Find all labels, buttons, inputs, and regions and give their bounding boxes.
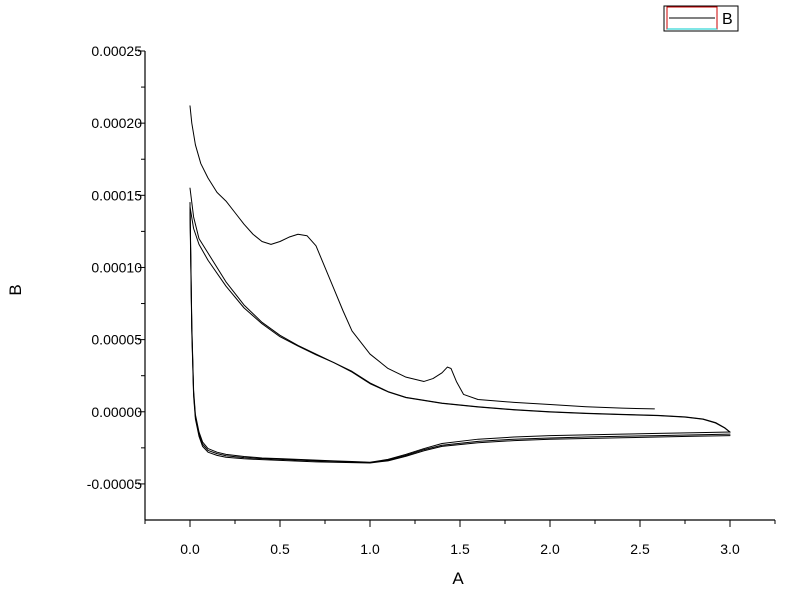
x-tick-label: 3.0: [720, 541, 740, 557]
x-tick-label: 1.0: [360, 541, 380, 557]
y-tick-label: -0.00005: [87, 476, 142, 492]
legend: B: [663, 5, 739, 32]
y-axis-label: B: [6, 284, 25, 295]
plot-area: [189, 105, 731, 464]
y-axis-ticks: -0.00005 0.00000 0.00005 0.00010 0.00015 0.00…: [87, 43, 145, 492]
y-tick-label: 0.00020: [91, 115, 142, 131]
x-tick-label: 1.5: [450, 541, 470, 557]
y-tick-label: 0.00015: [91, 187, 142, 203]
x-axis-ticks: 0.0 0.5 1.0 1.5 2.0 2.5 3.0: [144, 520, 776, 557]
series-line-segment-1: [189, 187, 731, 433]
series-line-segment-4: [189, 206, 731, 464]
x-tick-label: 2.5: [630, 541, 650, 557]
x-axis-label: A: [452, 569, 464, 588]
series-line-segment-0: [189, 105, 655, 410]
x-tick-label: 2.0: [540, 541, 560, 557]
series-line-segment-5: [189, 212, 731, 464]
x-tick-label: 0.0: [180, 541, 200, 557]
series-line-segment-2: [189, 206, 731, 433]
y-tick-label: 0.00005: [91, 332, 142, 348]
y-tick-label: 0.00010: [91, 259, 142, 275]
legend-label: B: [722, 11, 733, 28]
x-tick-label: 0.5: [270, 541, 290, 557]
y-tick-label: 0.00000: [91, 404, 142, 420]
axes: [144, 51, 775, 521]
y-tick-label: 0.00025: [91, 43, 142, 59]
series-line-segment-3: [189, 202, 731, 463]
